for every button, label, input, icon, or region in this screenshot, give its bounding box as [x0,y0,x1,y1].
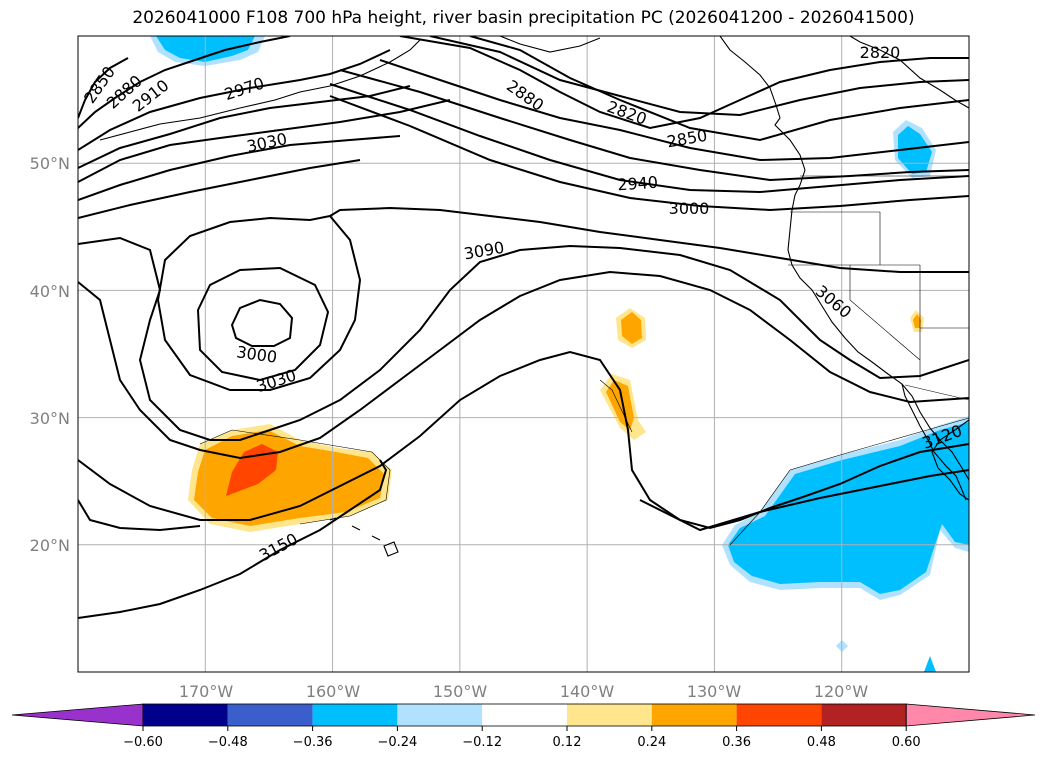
coastline-gulf [931,419,969,501]
lon-tick-label: 170°W [179,682,234,701]
colorbar-segment [312,704,398,726]
coastline-aleutians [99,39,421,141]
shade-orange-central [194,430,384,526]
colorbar: −0.60 −0.48 −0.36 −0.24 −0.12 0.12 0.24 0.36 0.4… [11,703,1036,750]
coastline-alaska-south [499,36,601,53]
contour-3030-west [78,159,361,219]
longitude-tick-labels: 170°W 160°W 150°W 140°W 130°W 120°W [179,682,869,701]
border-us-mexico [904,384,969,401]
contour-label: 2940 [617,173,659,195]
coastline-baja [901,383,967,501]
colorbar-tick-label: 0.36 [722,735,751,750]
contour-2910-west [78,49,391,151]
contour-label: 3000 [669,199,710,218]
colorbar-segment [736,704,822,726]
lon-tick-label: 120°W [814,682,869,701]
colorbar-tick-label: −0.24 [377,735,417,750]
contour-north-7 [329,95,969,212]
shade-red-central [226,444,278,496]
shade-blue-se [728,422,969,594]
contour-label: 3030 [254,365,299,396]
height-contours [78,36,969,619]
contour-north-4 [379,59,969,162]
contour-3060 [78,270,969,460]
contour-3030-loop [156,214,362,391]
contour-3150-east [639,469,969,532]
shade-blue-pnw [898,126,932,174]
border-or-wa [790,211,881,265]
colorbar-segment [567,704,652,726]
lon-tick-label: 150°W [433,682,488,701]
colorbar-segment [482,704,567,726]
colorbar-segment [227,704,313,726]
contour-label: 3090 [462,238,505,264]
map-title: 2026041000 F108 700 hPa height, river ba… [132,8,915,28]
contour-low-outer [329,206,969,273]
lon-tick-label: 160°W [306,682,361,701]
coastlines [99,36,969,557]
contour-label: 2850 [665,126,708,152]
map-frame [77,35,970,673]
border-contour-se [729,417,969,546]
lat-tick-label: 30°N [30,409,70,428]
lon-tick-label: 140°W [560,682,615,701]
colorbar-tick-label: 0.12 [553,735,582,750]
lat-tick-label: 40°N [30,282,70,301]
contour-north-1 [399,36,969,130]
contour-north-5 [339,69,969,182]
colorbar-tick-label: −0.36 [293,735,333,750]
colorbar-segment [397,704,483,726]
colorbar-segment [821,704,907,726]
colorbar-tick-label: −0.12 [462,735,502,750]
contour-3090 [78,236,969,441]
shade-orange-small-3 [913,314,921,328]
contour-3120 [78,350,969,530]
lat-tick-label: 50°N [30,154,70,173]
contour-label: 2820 [860,43,901,62]
colorbar-tick-label: 0.60 [892,735,921,750]
contour-north-3 [469,36,969,142]
colorbar-segment [143,704,228,726]
contour-label: 3060 [812,281,855,322]
colorbar-tick-label: −0.48 [208,735,248,750]
contour-2970-west [78,99,451,183]
shade-orange-small-1 [621,312,642,344]
contour-2880-west [78,36,291,129]
colorbar-tick-label: 0.24 [637,735,666,750]
border-ca-nv [849,265,921,361]
coastline-hawaii [329,517,399,557]
contour-3150 [78,459,388,619]
colorbar-segment [651,704,737,726]
shade-blue-tiny-2 [924,656,936,672]
latitude-tick-labels: 20°N 30°N 40°N 50°N [30,154,70,555]
contour-north-2 [429,36,969,117]
contour-label: 3150 [256,529,301,565]
contour-3000-west [78,135,401,201]
contour-label: 2970 [222,73,267,104]
contour-low-3030 [196,266,330,382]
coastline-us-west [787,169,969,481]
colorbar-outline [142,703,907,727]
lat-tick-label: 20°N [30,536,70,555]
contour-north-6 [329,83,969,194]
colorbar-tick-label: 0.48 [807,735,836,750]
colorbar-tick-label: −0.60 [123,735,163,750]
colorbar-extend-high [905,703,1036,727]
contour-2940-west [78,85,411,169]
contour-low-3000 [230,298,294,347]
coastline-north-america [849,36,969,109]
colorbar-extend-low [11,703,144,727]
lon-tick-label: 130°W [687,682,742,701]
contour-2850-west [78,57,129,119]
contour-3150-tail [78,499,201,532]
